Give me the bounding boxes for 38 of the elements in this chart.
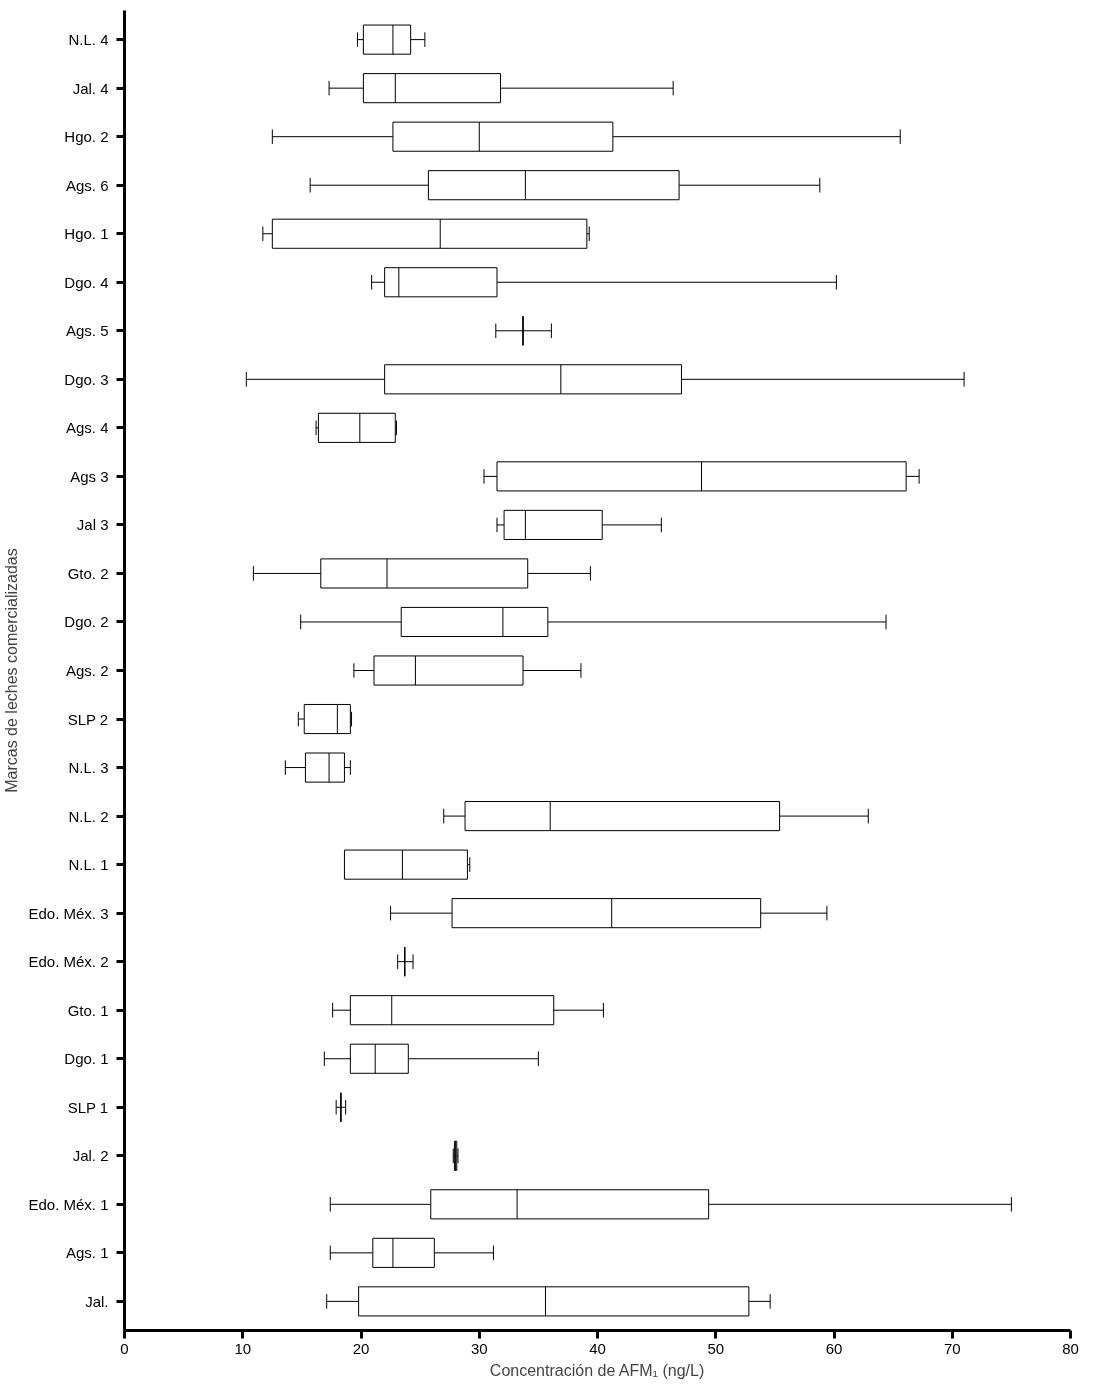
x-tick-label: 0	[120, 1339, 129, 1357]
x-tick-label: 20	[352, 1339, 370, 1357]
x-tick-label: 30	[470, 1339, 488, 1357]
y-tick-label: Ags. 1	[65, 1244, 109, 1262]
y-tick-label: Ags. 5	[65, 322, 109, 340]
y-tick-label: Edo. Méx. 2	[28, 953, 109, 971]
y-tick-label: Dgo. 3	[64, 370, 109, 388]
y-tick-label: Hgo. 2	[64, 128, 109, 146]
x-tick-label: 60	[825, 1339, 843, 1357]
y-tick-label: Edo. Méx. 1	[28, 1195, 109, 1213]
x-tick-label: 50	[707, 1339, 725, 1357]
x-tick-label: 80	[1062, 1339, 1079, 1357]
y-tick-label: N.L. 4	[68, 31, 109, 49]
y-tick-label: Ags. 4	[65, 419, 109, 437]
x-tick-label: 40	[589, 1339, 606, 1357]
y-tick-label: Gto. 1	[67, 1001, 109, 1019]
y-tick-label: N.L. 1	[68, 856, 109, 874]
x-tick-label: 70	[943, 1339, 961, 1357]
y-tick-label: Ags 3	[70, 467, 109, 485]
y-tick-label: N.L. 2	[68, 807, 109, 825]
y-tick-label: Jal 3	[76, 516, 109, 534]
y-tick-label: Hgo. 1	[64, 225, 109, 243]
y-tick-label: Edo. Méx. 3	[28, 904, 109, 922]
y-tick-label: SLP 2	[67, 710, 109, 728]
y-tick-label: Jal.	[85, 1292, 109, 1310]
y-tick-label: Gto. 2	[67, 564, 109, 582]
y-tick-label: Jal. 4	[72, 79, 109, 97]
y-tick-label: Jal. 2	[72, 1147, 109, 1165]
y-tick-label: Ags. 6	[65, 176, 109, 194]
y-tick-label: Dgo. 2	[64, 613, 109, 631]
y-tick-label: Dgo. 4	[64, 273, 109, 291]
y-tick-label: N.L. 3	[68, 759, 109, 777]
y-tick-label: SLP 1	[67, 1098, 109, 1116]
y-axis-title: Marcas de leches comercializadas	[3, 548, 21, 793]
x-tick-label: 10	[234, 1339, 252, 1357]
x-axis-title: Concentración de AFM₁ (ng/L)	[489, 1361, 705, 1379]
y-tick-label: Ags. 2	[65, 662, 109, 679]
y-tick-label: Dgo. 1	[64, 1050, 109, 1068]
